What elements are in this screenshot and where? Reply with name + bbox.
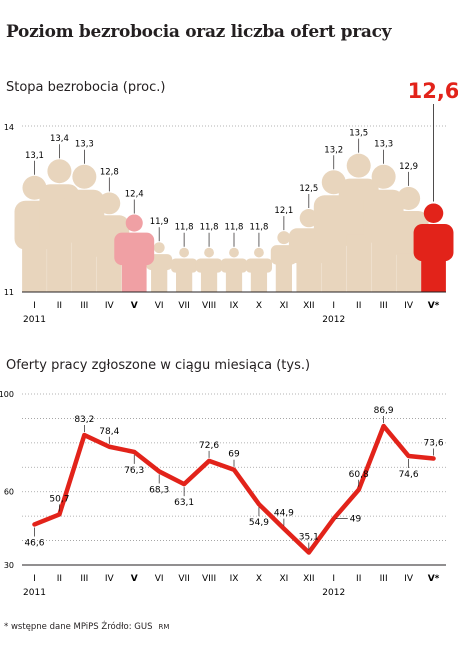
x-tick-label: VII [178, 301, 189, 311]
bar-person [171, 247, 198, 292]
data-label: 13,5 [349, 129, 368, 139]
x-tick-label: III [80, 301, 88, 311]
data-label: 13,4 [50, 134, 69, 144]
data-label: 11,9 [150, 217, 169, 227]
x-tick-label: IX [230, 574, 239, 584]
data-label: 11,8 [249, 223, 268, 233]
data-label: 35,1 [299, 533, 319, 543]
y-tick-label: 14 [4, 123, 14, 132]
credit: RM [158, 623, 170, 631]
data-label: 13,3 [75, 140, 94, 150]
bar-person [195, 247, 223, 292]
data-label: 86,9 [374, 406, 394, 416]
x-tick-label: I [33, 301, 36, 311]
data-label: 12,6 [408, 79, 458, 103]
data-label: 50,7 [49, 494, 69, 504]
x-tick-label: III [380, 301, 388, 311]
data-label: 12,1 [274, 206, 293, 216]
x-tick-label: III [380, 574, 388, 584]
y-tick-label: 11 [4, 288, 14, 297]
data-label: 54,9 [249, 518, 269, 528]
year-label: 2011 [23, 315, 46, 325]
bar-person [388, 186, 429, 292]
data-label: 13,1 [25, 151, 44, 161]
data-label: 69 [228, 450, 240, 460]
bar-person [114, 214, 155, 292]
bar-person [245, 247, 273, 292]
footnote: * wstępne dane MPiPS Źródło: GUS RM [4, 622, 169, 632]
x-tick-label: VII [178, 574, 189, 584]
x-tick-label: XI [279, 301, 288, 311]
x-tick-label: V* [428, 301, 440, 311]
data-label: 12,5 [299, 184, 318, 194]
x-tick-label: II [356, 574, 361, 584]
year-label: 2011 [23, 588, 46, 598]
x-tick-label: IX [230, 301, 239, 311]
data-label: 68,3 [149, 485, 169, 495]
data-label: 72,6 [199, 441, 219, 451]
data-label: 60,8 [349, 470, 369, 480]
y-tick-label: 30 [4, 561, 14, 570]
x-tick-label: I [33, 574, 36, 584]
data-label: 12,4 [125, 190, 144, 200]
data-label: 11,8 [225, 223, 244, 233]
x-tick-label: X [256, 301, 262, 311]
x-tick-label: IV [404, 574, 414, 584]
data-label: 83,2 [74, 415, 94, 425]
y-tick-label: 100 [0, 390, 14, 399]
x-tick-label: VIII [202, 301, 216, 311]
data-label: 13,2 [324, 145, 343, 155]
data-label: 49 [350, 515, 362, 525]
x-tick-label: I [332, 301, 335, 311]
x-tick-label: XII [303, 574, 314, 584]
x-tick-label: II [356, 301, 361, 311]
x-tick-label: V [131, 301, 138, 311]
data-label: 12,8 [100, 167, 119, 177]
unemployment-chart: 14 11 13,1 13,4 13,3 12,8 12,4 11,9 11,8 11,8 11,8… [4, 79, 458, 325]
x-tick-label: I [332, 574, 335, 584]
data-label: 12,9 [399, 162, 418, 172]
data-label: 11,8 [175, 223, 194, 233]
x-tick-label: V [131, 574, 138, 584]
x-tick-label: X [256, 574, 262, 584]
year-label: 2012 [322, 588, 345, 598]
footnote-text: * wstępne dane MPiPS Źródło: GUS [4, 622, 153, 632]
data-label: 74,6 [399, 470, 419, 480]
x-tick-label: IV [105, 301, 115, 311]
x-tick-label: VI [155, 301, 164, 311]
x-tick-label: IV [404, 301, 414, 311]
page-title: Poziom bezrobocia oraz liczba ofert prac… [6, 22, 392, 42]
x-tick-label: III [80, 574, 88, 584]
x-tick-label: VIII [202, 574, 216, 584]
data-label: 13,3 [374, 140, 393, 150]
year-label: 2012 [322, 315, 345, 325]
data-label: 76,3 [124, 466, 144, 476]
data-label: 78,4 [99, 427, 119, 437]
x-tick-label: VI [155, 574, 164, 584]
data-label: 11,8 [200, 223, 219, 233]
data-line [32, 423, 436, 555]
data-label: 73,6 [424, 438, 444, 448]
x-tick-label: XI [279, 574, 288, 584]
data-label: 63,1 [174, 498, 194, 508]
bar-person [220, 247, 248, 292]
chart1-title: Stopa bezrobocia (proc.) [6, 80, 166, 95]
bar-person [413, 203, 454, 292]
y-tick-label: 60 [4, 488, 14, 497]
chart2-title: Oferty pracy zgłoszone w ciągu miesiąca … [6, 358, 311, 373]
x-tick-label: II [57, 301, 62, 311]
x-tick-label: V* [428, 574, 440, 584]
data-label: 44,9 [274, 509, 294, 519]
x-tick-label: IV [105, 574, 115, 584]
data-label: 46,6 [24, 538, 44, 548]
x-tick-label: XII [303, 301, 314, 311]
x-tick-label: II [57, 574, 62, 584]
